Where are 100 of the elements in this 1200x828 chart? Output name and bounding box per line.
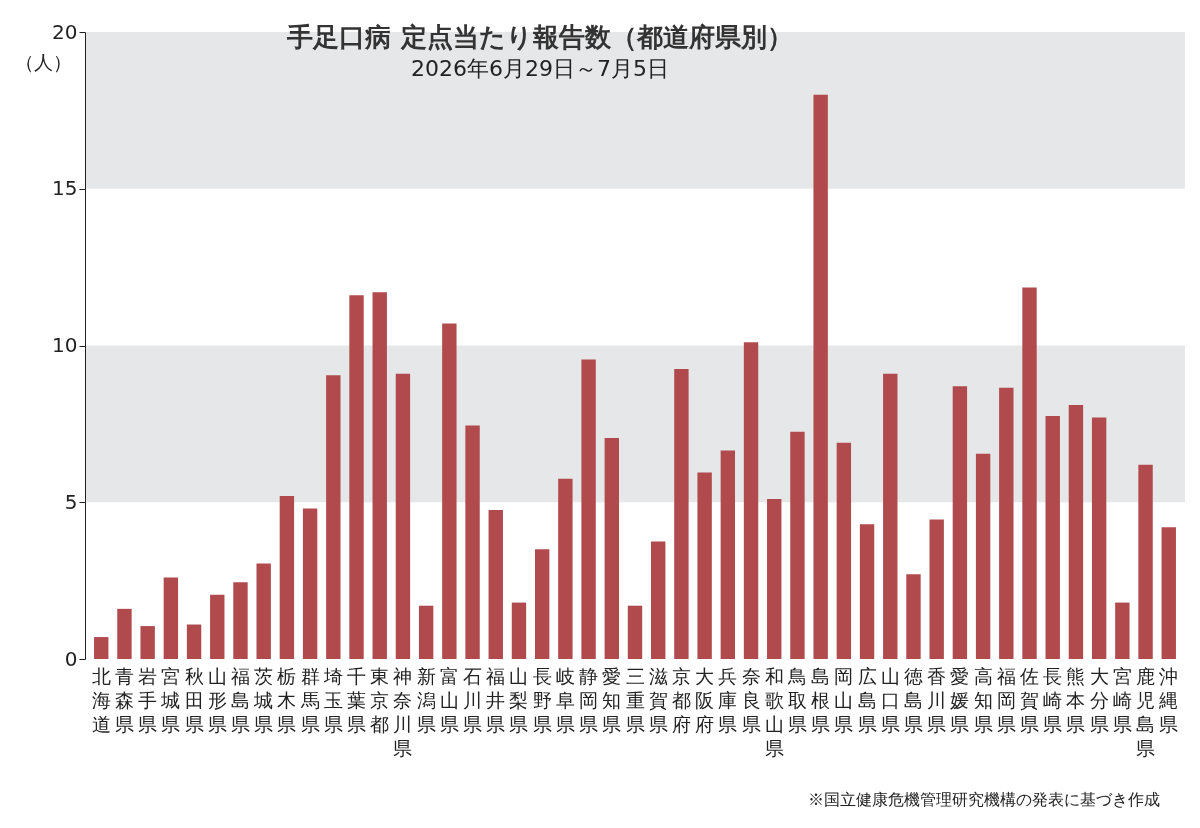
x-tick-label: 富山県 — [439, 664, 459, 735]
bar — [233, 582, 248, 659]
x-tick-label: 愛媛県 — [950, 664, 970, 735]
y-axis-title: （人） — [15, 50, 72, 73]
bar — [929, 519, 944, 659]
y-tick-label: 5 — [64, 489, 78, 514]
x-tick-label: 佐賀県 — [1020, 664, 1040, 735]
bar — [94, 637, 109, 659]
bar — [140, 626, 155, 659]
bar — [1161, 527, 1176, 659]
x-tick-label: 山口県 — [880, 664, 900, 735]
x-tick-label: 宮城県 — [160, 664, 181, 735]
bar — [1068, 405, 1084, 659]
bar — [627, 605, 643, 659]
x-tick-label: 埼玉県 — [322, 664, 343, 735]
x-tick-label: 茨城県 — [253, 664, 274, 735]
x-tick-label: 大分県 — [1089, 664, 1109, 735]
x-tick-label: 福井県 — [486, 664, 506, 735]
x-tick-label: 青森県 — [114, 664, 134, 735]
x-tick-label: 沖縄県 — [1158, 664, 1179, 735]
x-tick-label: 京都府 — [671, 664, 691, 735]
bar — [952, 386, 968, 659]
y-tick-label: 10 — [52, 333, 78, 357]
bar — [883, 373, 898, 659]
x-tick-label: 広島県 — [857, 664, 877, 735]
y-tick-label: 15 — [52, 176, 78, 201]
bar — [859, 524, 875, 659]
bar — [999, 387, 1014, 659]
bar — [511, 602, 527, 659]
x-tick-label: 鳥取県 — [786, 664, 807, 735]
x-tick-label: 奈良県 — [741, 664, 761, 735]
bar — [1045, 416, 1060, 659]
x-tick-label: 鹿児島県 — [1136, 664, 1156, 759]
x-tick-label: 新潟県 — [416, 664, 436, 735]
x-tick-label: 千葉県 — [347, 664, 367, 735]
bar — [279, 495, 295, 659]
x-tick-label: 山梨県 — [509, 664, 529, 735]
x-tick-label: 愛知県 — [602, 664, 622, 735]
bar — [836, 442, 852, 659]
bar — [720, 450, 736, 659]
x-tick-label: 和歌山県 — [764, 664, 784, 759]
x-tick-label: 島根県 — [811, 664, 831, 735]
x-tick-label: 福岡県 — [996, 664, 1016, 735]
y-tick-label: 20 — [52, 19, 78, 44]
x-tick-label: 秋田県 — [184, 664, 204, 735]
x-tick-label: 群馬県 — [299, 664, 320, 735]
bar — [1138, 464, 1153, 659]
x-tick-label: 長野県 — [532, 664, 552, 735]
bar — [372, 292, 387, 659]
bar — [813, 94, 828, 659]
x-tick-label: 東京都 — [370, 664, 390, 735]
bar — [1115, 602, 1130, 659]
bar — [465, 425, 480, 659]
bar — [581, 359, 596, 659]
bar — [117, 608, 132, 659]
bar — [651, 541, 666, 659]
bar — [442, 323, 457, 659]
text: 2026年6月29日～7月5日 — [411, 56, 669, 81]
bar — [163, 577, 179, 659]
x-tick-label: 大阪府 — [695, 664, 715, 735]
bar — [488, 510, 503, 659]
bar — [790, 431, 805, 659]
bar — [906, 574, 921, 659]
x-tick-label: 岩手県 — [138, 664, 158, 735]
bar — [743, 342, 759, 659]
bar — [558, 478, 573, 659]
text: ※国立健康危機管理研究機構の発表に基づき作成 — [808, 790, 1160, 811]
x-tick-label: 高知県 — [973, 664, 993, 735]
bar — [767, 499, 782, 659]
bar — [975, 453, 991, 659]
bar — [302, 508, 318, 659]
x-tick-label: 長崎県 — [1043, 664, 1063, 735]
bar — [256, 563, 271, 659]
bar — [1022, 287, 1037, 659]
x-tick-label: 山形県 — [207, 664, 227, 735]
x-tick-label: 岐阜県 — [555, 664, 575, 735]
bar — [395, 373, 411, 659]
y-tick-label: 0 — [64, 646, 78, 671]
x-tick-label: 徳島県 — [903, 664, 923, 735]
chart-title: 手足口病 定点当たり報告数（都道府県別） — [286, 22, 793, 52]
bar — [326, 375, 341, 659]
x-tick-label: 静岡県 — [579, 664, 599, 735]
bar — [697, 472, 712, 659]
x-tick-label: 熊本県 — [1066, 664, 1086, 735]
bar — [186, 624, 202, 659]
bar — [210, 594, 225, 659]
x-tick-label: 岡山県 — [834, 664, 854, 735]
x-tick-label: 兵庫県 — [718, 664, 738, 735]
x-tick-label: 宮崎県 — [1112, 664, 1132, 735]
x-tick-label: 三重県 — [625, 664, 645, 735]
bar — [349, 295, 364, 659]
x-tick-label: 福島県 — [230, 664, 250, 735]
bar — [534, 549, 550, 659]
x-tick-label: 香川県 — [927, 664, 947, 735]
bar — [674, 369, 689, 659]
x-tick-label: 石川県 — [463, 664, 483, 735]
x-tick-label: 神奈川県 — [393, 664, 413, 759]
bar — [418, 605, 434, 659]
x-tick-label: 栃木県 — [277, 664, 297, 735]
x-tick-label: 滋賀県 — [648, 664, 668, 735]
